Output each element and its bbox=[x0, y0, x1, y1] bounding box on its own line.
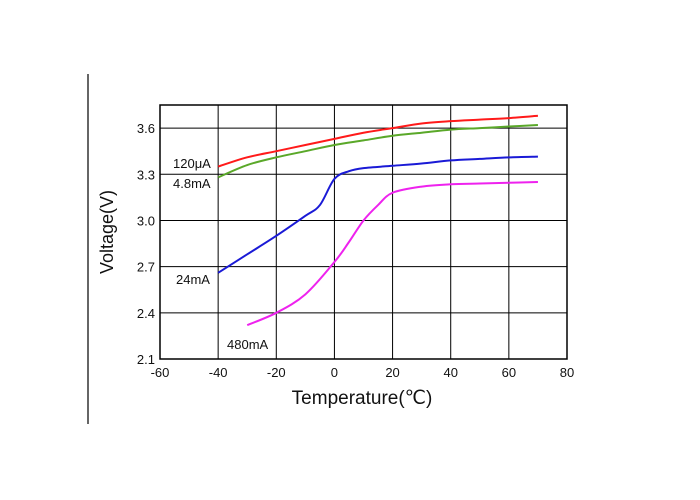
series-line-4-8ma bbox=[217, 124, 538, 179]
x-tick-label: -40 bbox=[209, 365, 228, 380]
series-line-24ma bbox=[217, 155, 538, 274]
x-axis-ticks: -60 -40 -20 0 20 40 60 80 bbox=[151, 365, 575, 380]
series-line-480ma bbox=[246, 180, 538, 327]
x-tick-label: 80 bbox=[560, 365, 574, 380]
series-label-24ma: 24mA bbox=[176, 272, 210, 287]
x-tick-label: 40 bbox=[443, 365, 457, 380]
x-tick-label: 60 bbox=[502, 365, 516, 380]
y-tick-label: 2.7 bbox=[137, 260, 155, 275]
grid bbox=[160, 105, 567, 359]
y-tick-label: 2.1 bbox=[137, 352, 155, 367]
series-label-480ma: 480mA bbox=[227, 337, 269, 352]
y-axis-title: Voltage(V) bbox=[97, 190, 117, 274]
series-lines bbox=[217, 114, 539, 327]
series-line-120-a bbox=[217, 114, 539, 168]
x-tick-label: 0 bbox=[331, 365, 338, 380]
x-tick-label: -20 bbox=[267, 365, 286, 380]
y-tick-label: 3.6 bbox=[137, 121, 155, 136]
series-label-120-a: 120μA bbox=[173, 156, 211, 171]
x-axis-title: Temperature(℃) bbox=[292, 388, 433, 409]
y-tick-label: 2.4 bbox=[137, 306, 155, 321]
x-tick-label: -60 bbox=[151, 365, 170, 380]
series-labels: 120μA 4.8mA 24mA 480mA bbox=[173, 156, 269, 352]
x-tick-label: 20 bbox=[385, 365, 399, 380]
y-tick-label: 3.3 bbox=[137, 167, 155, 182]
y-tick-label: 3.0 bbox=[137, 213, 155, 228]
series-label-4-8ma: 4.8mA bbox=[173, 176, 211, 191]
plot-area-border bbox=[159, 104, 568, 360]
y-axis-ticks: 2.1 2.4 2.7 3.0 3.3 3.6 bbox=[137, 121, 155, 367]
